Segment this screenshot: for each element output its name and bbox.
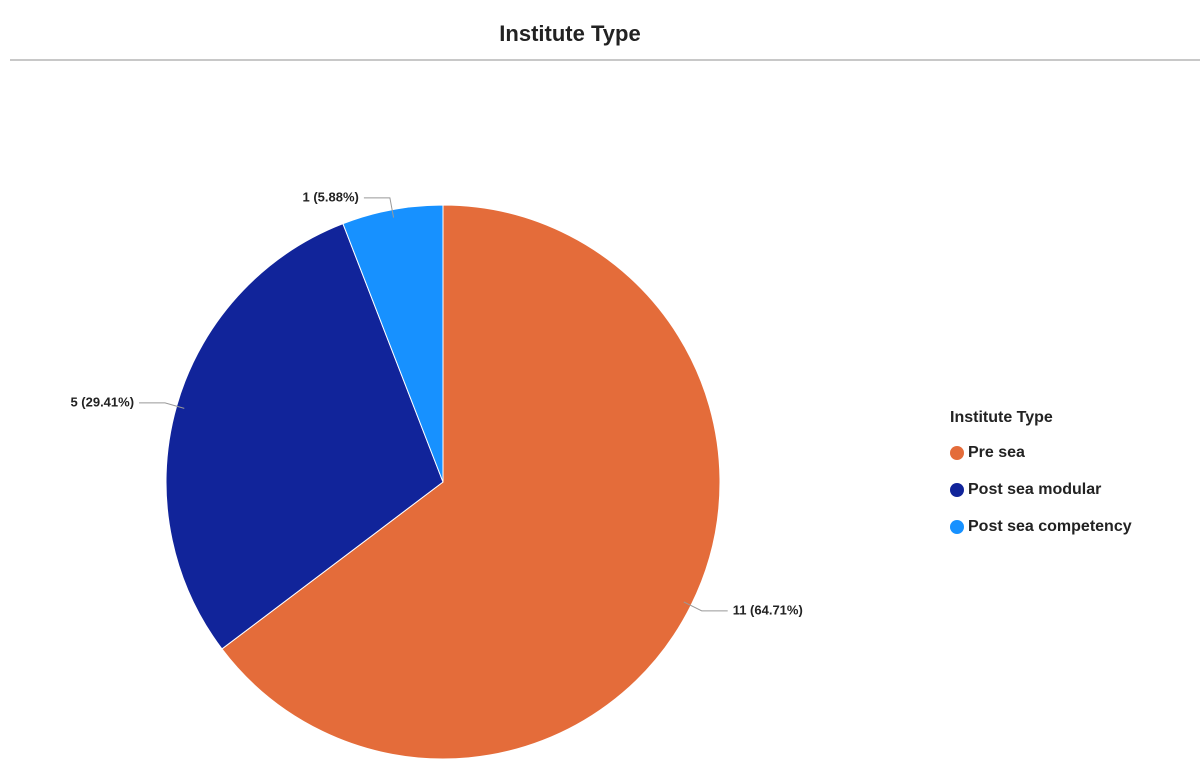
legend-title: Institute Type	[950, 409, 1053, 426]
data-label: 11 (64.71%)	[733, 602, 803, 617]
data-label: 1 (5.88%)	[303, 189, 359, 204]
leader-line	[363, 197, 395, 218]
legend-label: Post sea modular	[968, 481, 1101, 498]
legend-swatch	[950, 483, 964, 497]
chart-title: Institute Type	[499, 21, 640, 46]
leader-line	[683, 601, 728, 612]
legend-label: Pre sea	[968, 444, 1025, 461]
legend-swatch	[950, 520, 964, 534]
data-label: 5 (29.41%)	[70, 394, 134, 409]
legend-label: Post sea competency	[968, 518, 1132, 535]
leader-line	[139, 402, 185, 409]
legend-swatch	[950, 446, 964, 460]
